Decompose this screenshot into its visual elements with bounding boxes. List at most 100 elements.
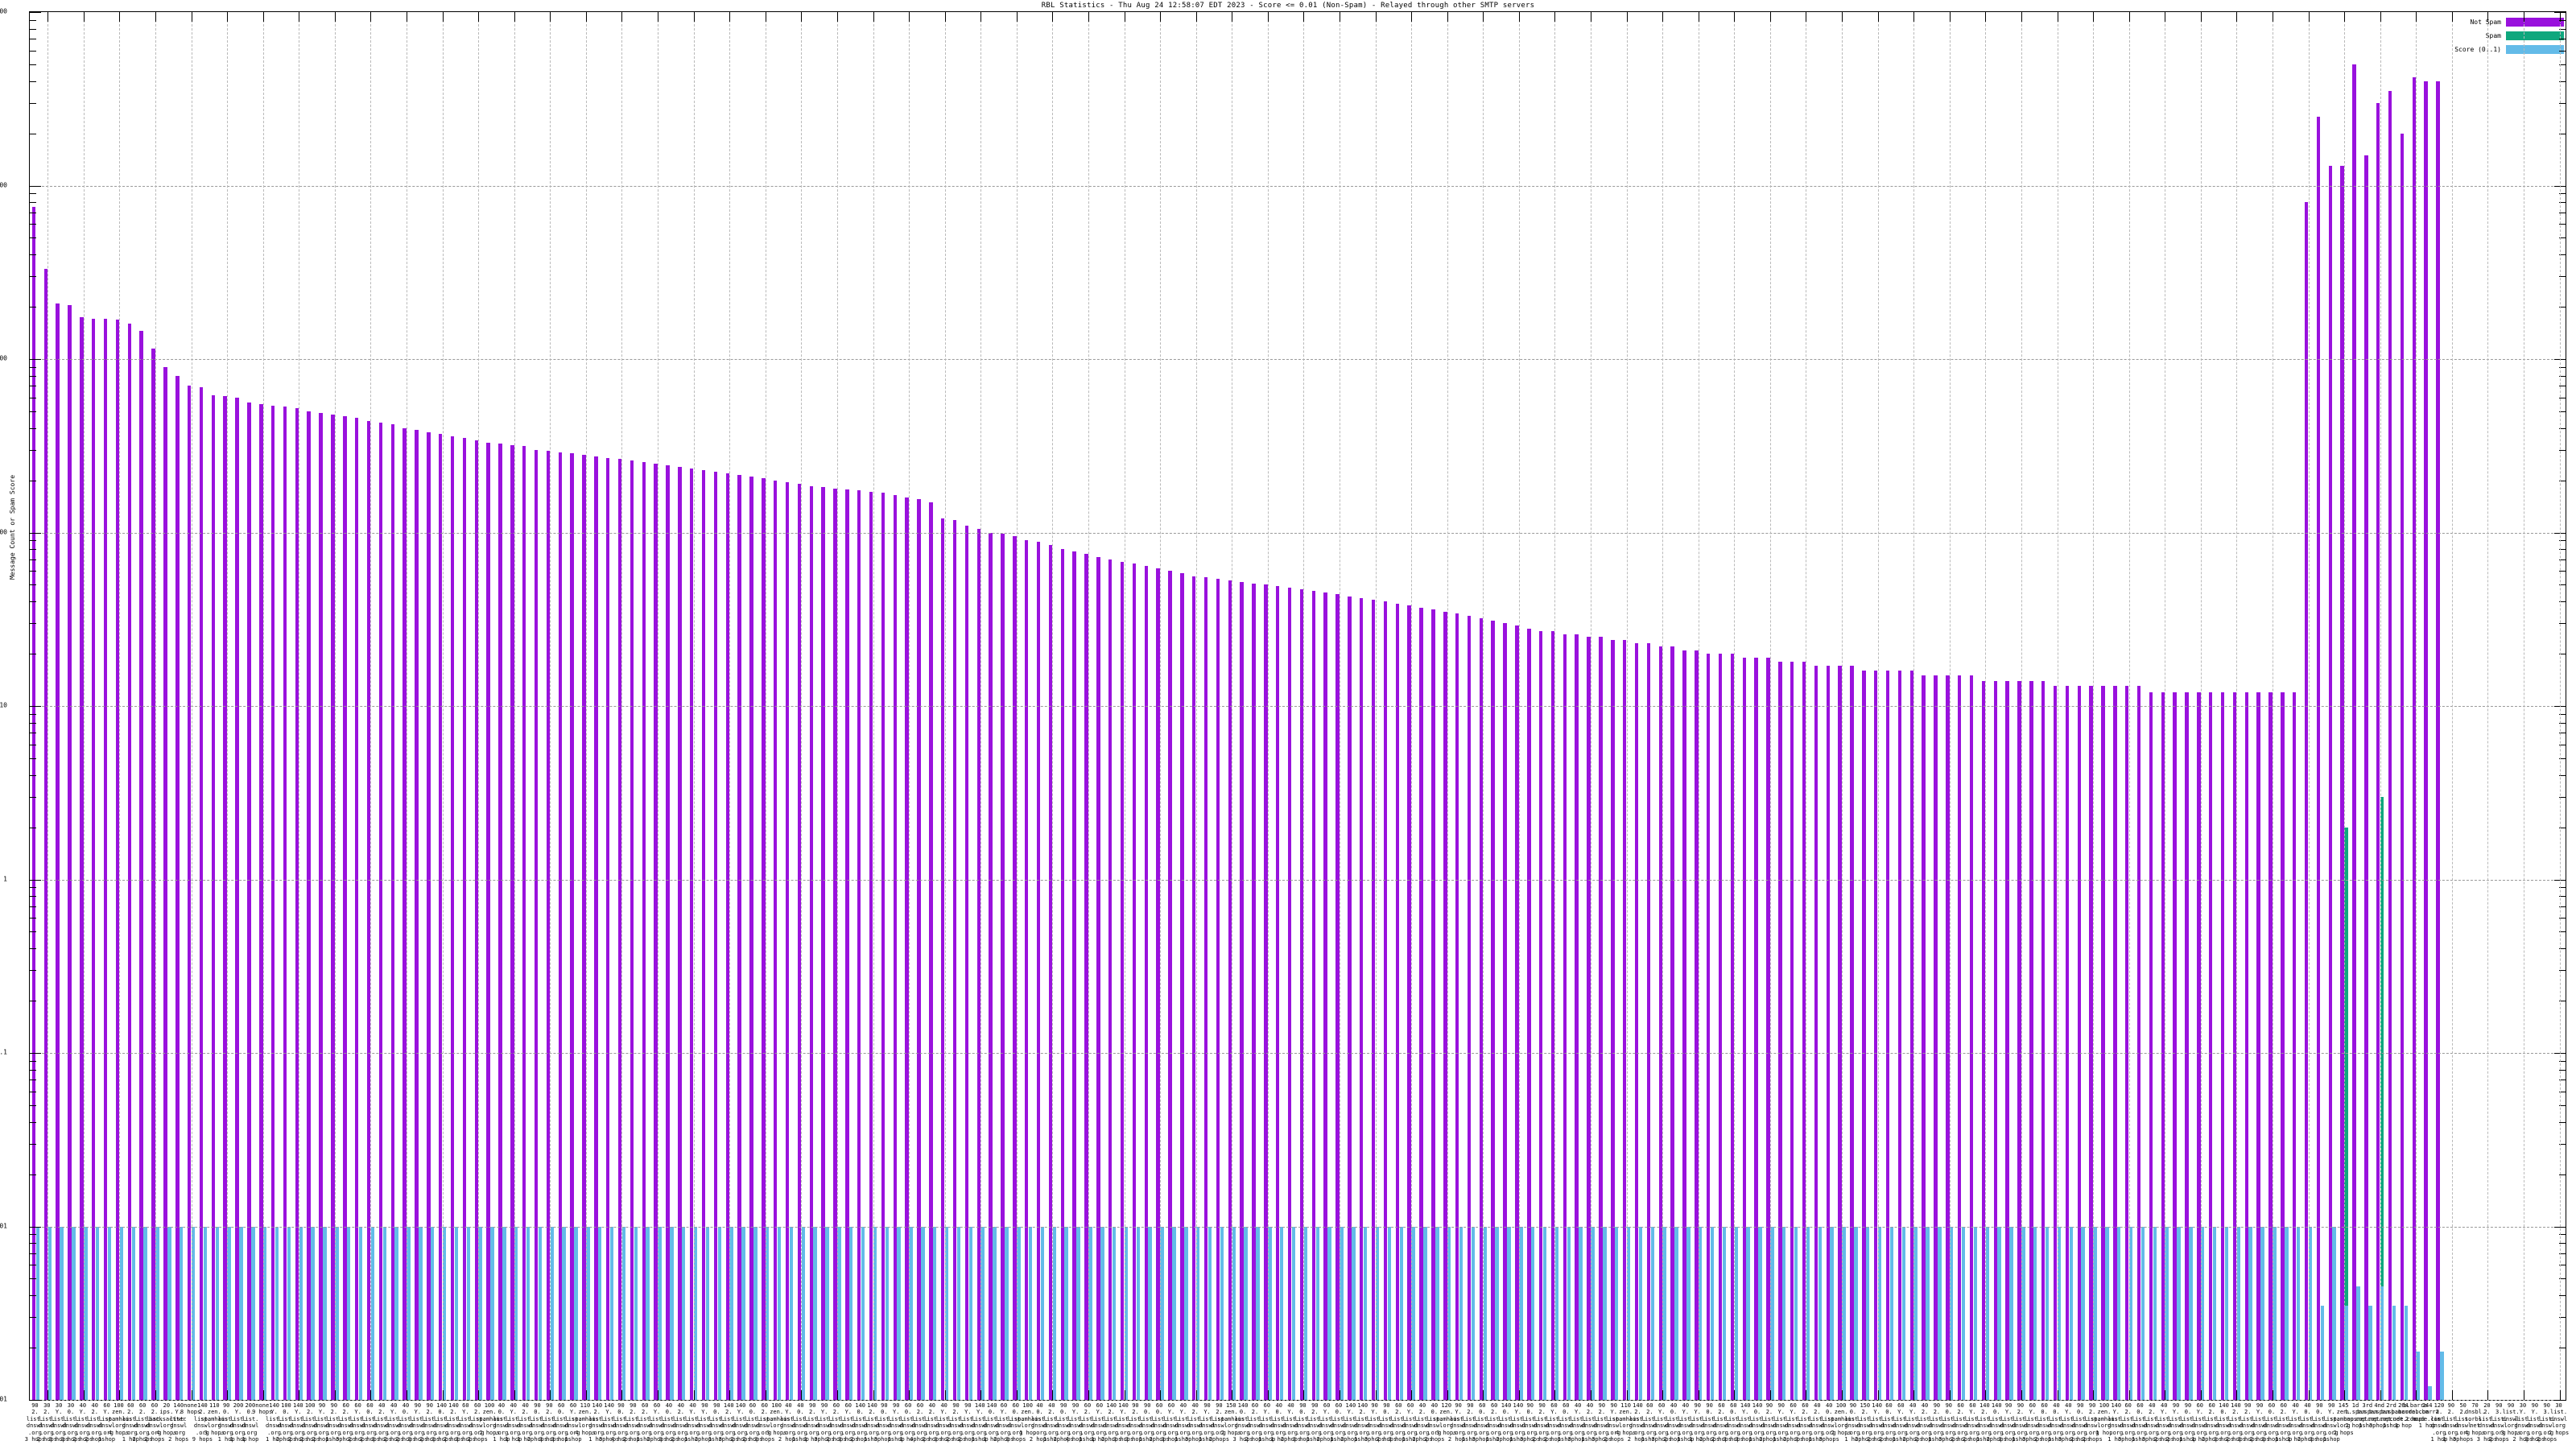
bar-not-spam bbox=[1826, 666, 1830, 1400]
x-axis-tick bbox=[550, 1390, 551, 1400]
x-axis-tick-label: 90 2. list. dnswl .org 2 hops bbox=[1208, 1402, 1230, 1443]
x-axis-tick bbox=[2487, 1390, 2488, 1400]
bar-not-spam bbox=[1646, 643, 1651, 1400]
y-axis-tick bbox=[30, 532, 41, 534]
bar-not-spam bbox=[2436, 80, 2440, 1400]
x-axis-tick-label: 60 2. list. dnswl .org 1 hop bbox=[122, 1402, 139, 1443]
x-axis-tick-label: 90 Y. list. dnswl .org 2 hops bbox=[1447, 1402, 1469, 1443]
x-axis-tick-label: 70 dnsbl. sorbs. net 4 hops bbox=[2464, 1402, 2486, 1436]
x-axis-tick bbox=[1627, 12, 1628, 22]
x-axis-tick-label: 140 2. list. dnswl .org 3 hops bbox=[718, 1402, 739, 1443]
x-axis-tick-label: 90 Y. list. dnswl .org 3 hops bbox=[407, 1402, 428, 1443]
bar-score bbox=[1352, 1226, 1356, 1400]
x-axis-tick bbox=[443, 12, 444, 22]
bar-score bbox=[801, 1226, 806, 1400]
bar-spam bbox=[2380, 796, 2384, 1400]
x-axis-tick-label: 60 2. list. dnswl .org 1 hop bbox=[2275, 1402, 2293, 1443]
x-axis-tick-label: 60 Y. list. dnswl .org 2 hops bbox=[646, 1402, 667, 1443]
grid-line-vertical bbox=[1160, 12, 1161, 1400]
x-axis-tick-label: 100 zen. spamhaus .org 3 hops bbox=[762, 1402, 791, 1436]
bar-not-spam bbox=[92, 319, 96, 1400]
bar-not-spam bbox=[1575, 634, 1579, 1400]
bar-score bbox=[729, 1226, 733, 1400]
bar-score bbox=[2033, 1226, 2037, 1400]
bar-not-spam bbox=[1216, 579, 1220, 1400]
x-axis-tick-label: 60 0. list. dnswl .org 1 hop bbox=[899, 1402, 917, 1443]
y-axis-minor-tick bbox=[30, 411, 36, 412]
x-axis-tick bbox=[335, 12, 336, 22]
legend-swatch bbox=[2506, 45, 2564, 54]
x-axis-tick-label: 60 Y. list. dnswl .org 1 hop bbox=[1258, 1402, 1276, 1443]
bar-not-spam bbox=[1060, 549, 1065, 1400]
grid-line-vertical bbox=[909, 12, 910, 1400]
x-axis-tick-label: 60 2. list. dnswl .org 1 hop bbox=[1641, 1402, 1658, 1443]
bar-score bbox=[358, 1226, 363, 1400]
x-axis-tick bbox=[1878, 12, 1879, 22]
x-axis-tick-label: 140 Y. list. dnswl .org 2 hops bbox=[730, 1402, 751, 1443]
bar-not-spam bbox=[1814, 666, 1818, 1400]
bar-score bbox=[191, 1226, 196, 1400]
y-axis-minor-tick bbox=[2559, 411, 2566, 412]
x-axis-tick bbox=[1411, 12, 1412, 22]
bar-not-spam bbox=[1838, 666, 1842, 1400]
bar-not-spam bbox=[1550, 631, 1555, 1400]
y-axis-minor-tick bbox=[2559, 102, 2566, 104]
y-axis-tick bbox=[30, 1400, 41, 1401]
y-axis-tick bbox=[30, 879, 41, 881]
bar-score bbox=[1806, 1226, 1810, 1400]
bar-score bbox=[514, 1226, 518, 1400]
bar-score bbox=[1375, 1226, 1380, 1400]
x-axis-tick bbox=[2201, 12, 2202, 22]
bar-not-spam bbox=[31, 207, 36, 1400]
x-axis-tick-label: 60 Y. list. dnswl .org 2 hops bbox=[1962, 1402, 1984, 1443]
y-axis-tick bbox=[30, 1053, 41, 1054]
legend-item: Spam bbox=[2403, 29, 2564, 43]
y-axis-minor-tick bbox=[30, 559, 36, 560]
bar-not-spam bbox=[2328, 165, 2333, 1400]
bar-not-spam bbox=[1120, 561, 1125, 1400]
y-axis-tick-label: 0.001 bbox=[0, 1395, 7, 1403]
bar-not-spam bbox=[259, 403, 263, 1400]
grid-line-vertical bbox=[84, 12, 85, 1400]
bar-score bbox=[335, 1226, 339, 1400]
x-axis-tick-label: 40 0. list. dnswl .org 1 hop bbox=[791, 1402, 809, 1443]
x-axis-tick bbox=[514, 1390, 515, 1400]
y-axis-minor-tick bbox=[30, 449, 36, 451]
y-axis-minor-tick bbox=[30, 623, 36, 625]
bar-score bbox=[909, 1226, 913, 1400]
bar-not-spam bbox=[151, 348, 155, 1400]
x-axis-tick bbox=[2560, 12, 2561, 22]
grid-line-horizontal bbox=[30, 185, 2566, 187]
y-axis-minor-tick bbox=[2559, 931, 2566, 933]
bar-not-spam bbox=[283, 407, 287, 1400]
bar-score bbox=[262, 1226, 267, 1400]
y-axis-minor-tick bbox=[2559, 193, 2566, 195]
x-axis-tick-label: 140 0. list. dnswl .org 2 hops bbox=[1986, 1402, 2007, 1443]
bar-score bbox=[1040, 1226, 1045, 1400]
x-axis-tick-label: 2rd b.spam cop.net 1 hop bbox=[2379, 1402, 2404, 1430]
bar-not-spam bbox=[1599, 637, 1603, 1400]
bar-not-spam bbox=[1515, 625, 1519, 1400]
x-axis-tick-label: 120 zen. spamhaus .org 3 hops bbox=[1432, 1402, 1460, 1436]
y-axis-tick bbox=[30, 359, 41, 360]
bar-spam bbox=[2344, 827, 2348, 1400]
x-axis-tick bbox=[443, 1390, 444, 1400]
x-axis-tick bbox=[227, 1390, 228, 1400]
y-axis-minor-tick bbox=[2559, 1069, 2566, 1071]
bar-score bbox=[1950, 1226, 1954, 1400]
bar-score bbox=[993, 1226, 997, 1400]
bar-not-spam bbox=[678, 466, 682, 1400]
bar-score bbox=[2177, 1226, 2181, 1400]
bar-not-spam bbox=[570, 453, 574, 1400]
y-axis-minor-tick bbox=[30, 1174, 36, 1175]
bar-score bbox=[2189, 1226, 2193, 1400]
bar-not-spam bbox=[247, 402, 251, 1400]
x-axis-tick bbox=[729, 1390, 730, 1400]
bar-not-spam bbox=[1360, 597, 1364, 1400]
x-axis-tick-labels: 90 2. list. dnswl .org 3 hops 30 2. list.… bbox=[25, 1402, 2569, 1449]
bar-not-spam bbox=[2304, 202, 2309, 1400]
bar-score bbox=[2344, 1305, 2348, 1400]
bar-not-spam bbox=[2065, 686, 2070, 1400]
bar-not-spam bbox=[1084, 554, 1088, 1400]
bar-not-spam bbox=[103, 319, 108, 1400]
